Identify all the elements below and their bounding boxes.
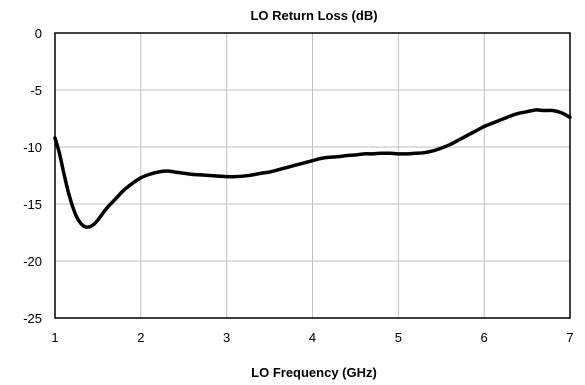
tick-labels: 1 2 3 4 5 6 7 0 -5 -10 -15 -20 -25 [23, 26, 573, 345]
x-tick-label: 4 [309, 330, 316, 345]
x-axis-label: LO Frequency (GHz) [251, 365, 377, 380]
x-tick-label: 3 [223, 330, 230, 345]
x-tick-label: 1 [51, 330, 58, 345]
y-tick-label: -10 [23, 140, 42, 155]
y-tick-label: -15 [23, 197, 42, 212]
gridlines [55, 33, 570, 318]
plot-area-frame [54, 32, 571, 319]
chart-title: LO Return Loss (dB) [250, 8, 377, 23]
x-tick-label: 7 [566, 330, 573, 345]
y-tick-label: 0 [35, 26, 42, 41]
series-layer [53, 108, 572, 229]
y-tick-label: -25 [23, 311, 42, 326]
y-tick-label: -5 [30, 83, 42, 98]
x-tick-label: 2 [137, 330, 144, 345]
y-tick-label: -20 [23, 254, 42, 269]
x-tick-label: 5 [395, 330, 402, 345]
series-line [53, 108, 572, 229]
x-tick-label: 6 [481, 330, 488, 345]
